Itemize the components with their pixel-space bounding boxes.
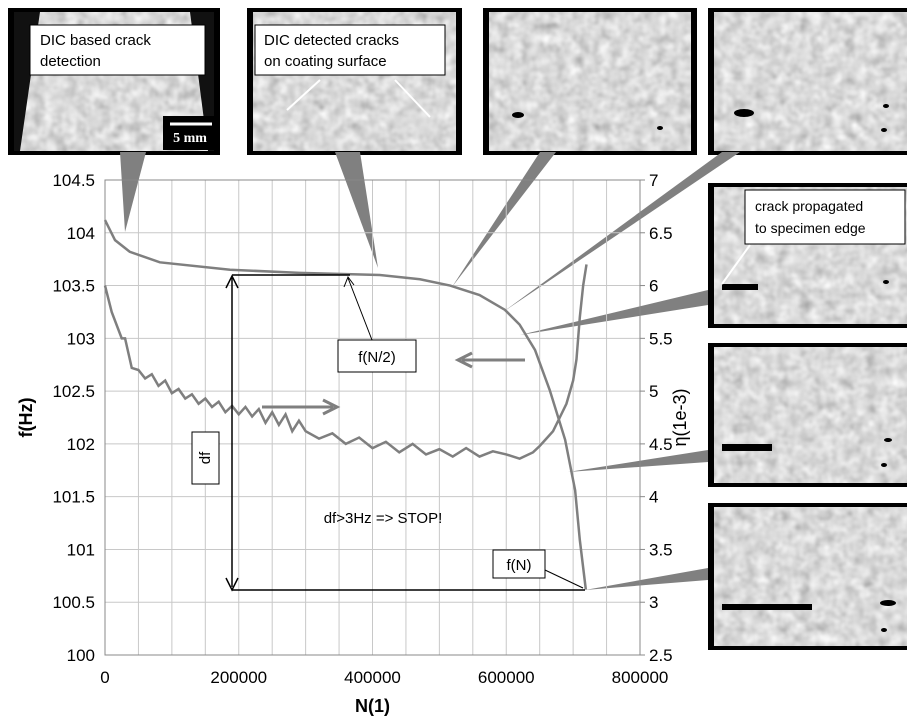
y2-tick-label: 6: [649, 277, 658, 296]
y-tick-label: 100: [67, 646, 95, 665]
y2-tick-label: 3.5: [649, 540, 673, 559]
inset-label-box: [29, 24, 206, 76]
y2-tick-label: 7: [649, 171, 658, 190]
y-tick-label: 100.5: [52, 593, 95, 612]
scale-box: [163, 116, 218, 150]
annotation: df: [197, 451, 214, 464]
insets: [8, 8, 907, 650]
y-tick-label: 102: [67, 435, 95, 454]
inset-label: on coating surface: [264, 53, 387, 70]
y2-axis-title: η(1e-3): [670, 388, 690, 446]
y-tick-label: 104: [67, 224, 95, 243]
inset-image: [708, 343, 907, 487]
y2-tick-label: 4: [649, 488, 658, 507]
x-axis-title: N(1): [355, 696, 390, 716]
y2-tick-label: 5: [649, 382, 658, 401]
callout-wedges: [120, 152, 740, 590]
direction-arrow: [262, 398, 341, 416]
y-tick-label: 102.5: [52, 382, 95, 401]
annotation-pointer: [544, 569, 584, 589]
inset-label-box: [254, 24, 446, 76]
y2-tick-label: 6.5: [649, 224, 673, 243]
y2-tick-label: 3: [649, 593, 658, 612]
arrow-head: [225, 274, 239, 592]
pointer: [394, 79, 431, 118]
inset-label: DIC detected cracks: [264, 32, 399, 49]
x-tick-label: 0: [100, 668, 109, 687]
inset-image: [708, 503, 907, 650]
y-tick-label: 103.5: [52, 277, 95, 296]
inset-image: [708, 8, 907, 155]
annotation: f(N/2): [358, 349, 396, 366]
annotation: df>3Hz => STOP!: [324, 510, 443, 527]
y-tick-label: 101.5: [52, 488, 95, 507]
annotation-box: [492, 549, 546, 579]
pointer: [721, 244, 751, 285]
y2-tick-label: 5.5: [649, 329, 673, 348]
x-tick-label: 800000: [612, 668, 669, 687]
annotation-pointer: [347, 277, 373, 341]
inset-label: crack propagated: [755, 198, 863, 214]
inset-image: [483, 8, 697, 155]
direction-arrow: [454, 351, 525, 369]
y-tick-label: 101: [67, 540, 95, 559]
line-series: [103, 264, 588, 461]
y2-tick-label: 4.5: [649, 435, 673, 454]
line-series: [103, 219, 588, 590]
annotation-box: [191, 431, 220, 485]
inset-label-box: [744, 189, 906, 245]
y-tick-label: 104.5: [52, 171, 95, 190]
pointer: [286, 79, 321, 111]
y-tick-label: 103: [67, 329, 95, 348]
y2-tick-label: 2.5: [649, 646, 673, 665]
inset-label: DIC based crack: [40, 32, 151, 49]
annotation: f(N): [507, 557, 532, 574]
arrow-head: [343, 275, 355, 288]
x-tick-label: 400000: [344, 668, 401, 687]
x-tick-label: 200000: [210, 668, 267, 687]
y-axis-title: f(Hz): [16, 398, 36, 438]
inset-label: detection: [40, 53, 101, 70]
plot: 100 100.5 101 101.5 102 102.5 103 103.5 104 104.5…: [16, 171, 690, 716]
annotation-box: [337, 339, 417, 373]
plot-frame: [104, 179, 641, 656]
x-tick-label: 600000: [478, 668, 535, 687]
inset-label: to specimen edge: [755, 220, 866, 236]
scale-label: 5 mm: [173, 131, 207, 146]
